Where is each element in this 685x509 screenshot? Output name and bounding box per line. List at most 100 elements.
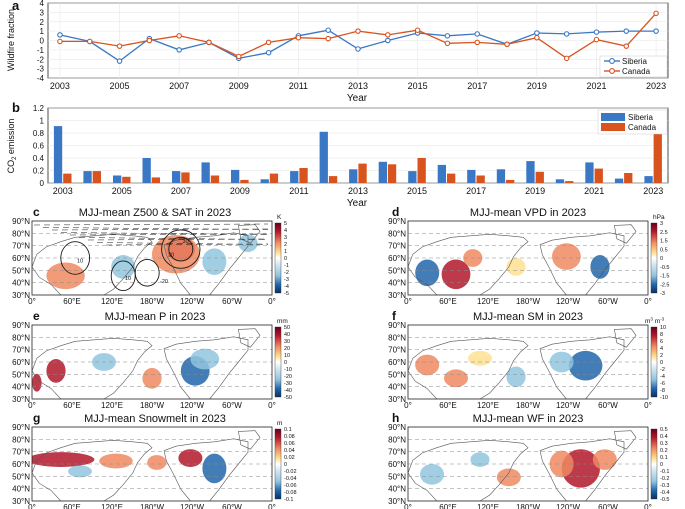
map-g-anomaly: [99, 453, 133, 469]
map-c-anomaly: [202, 248, 227, 276]
panel-a-xtick-label: 2005: [110, 81, 130, 91]
panel-a-point-canada: [146, 37, 153, 44]
map-d-lon-label: 120°W: [556, 297, 581, 306]
legend-a-canada-label: Canada: [622, 67, 651, 76]
panel-b-bar-siberia: [201, 162, 210, 183]
panel-b-bars: [53, 119, 662, 184]
map-c-lon-label: 0°: [268, 297, 276, 306]
map-g-colorbar-tick: 0.06: [284, 441, 295, 447]
map-e-field: [32, 328, 272, 399]
panel-b-bar-siberia: [614, 178, 624, 183]
map-e-colorbar: [274, 326, 282, 398]
map-c-lon-label: 60°E: [63, 297, 80, 306]
map-c-z500-contour: [87, 238, 269, 241]
map-f-lon-label: 120°W: [556, 401, 581, 410]
panel-a-point-canada: [593, 36, 600, 43]
panel-a-ylabel: Wildfire fraction: [6, 9, 16, 71]
map-f-lon-label: 60°E: [439, 401, 456, 410]
map-h-frame: [407, 426, 649, 502]
map-c-z500-contour: [51, 228, 269, 231]
map-c-contour-label: -20: [160, 279, 168, 285]
map-e-coastline: [32, 337, 153, 399]
map-e-colorbar-tick: 20: [284, 346, 290, 352]
legend-b-siberia-swatch: [601, 113, 625, 121]
map-c-lat-label: 70°N: [12, 242, 30, 251]
map-c-colorbar-tick: 3: [284, 235, 287, 241]
map-c-colorbar-tick: -4: [284, 284, 289, 290]
panel-a-xtick-label: 2007: [169, 81, 189, 91]
map-d-lat-label: 30°N: [388, 291, 406, 300]
map-c-colorbar-tick: 5: [284, 221, 287, 227]
panel-a-point-siberia: [265, 49, 272, 56]
map-f-lon-label: 120°E: [477, 401, 499, 410]
map-e-anomaly: [32, 373, 42, 392]
map-f-anomaly: [568, 350, 603, 381]
map-c-colorbar-tick: -3: [284, 277, 289, 283]
map-f-colorbar-tick: -2: [660, 367, 665, 373]
panel-a-point-siberia: [563, 31, 570, 37]
map-e-lon-label: 0°: [268, 401, 276, 410]
map-h-colorbar-tick: 0.2: [660, 448, 668, 454]
panel-a-point-canada: [563, 55, 570, 62]
panel-b-bar-siberia: [142, 158, 151, 183]
map-h-lat-label: 80°N: [388, 435, 406, 444]
panel-d: d MJJ-mean VPD in 2023 90°N 80°N 70°N 60°N 5…: [388, 205, 669, 306]
map-c-lon-label: 180°W: [140, 297, 165, 306]
map-g-lat-label: 40°N: [12, 485, 30, 494]
panel-a-point-siberia: [325, 27, 331, 33]
map-d-lon-label: 0°: [644, 297, 652, 306]
map-c-field: [32, 223, 272, 295]
map-e-lon-label: 120°W: [180, 401, 205, 410]
panel-b-bar-canada: [653, 119, 662, 184]
map-g-anomaly: [68, 465, 92, 478]
panel-a-point-siberia: [593, 29, 600, 35]
panel-a-xtick-label: 2021: [586, 81, 606, 91]
map-d-field: [408, 224, 648, 295]
map-d-lat-label: 80°N: [388, 229, 406, 238]
map-h-lon-label: 120°E: [477, 503, 499, 509]
panel-a-point-siberia: [385, 37, 391, 44]
panel-a-xtick-label: 2009: [229, 81, 249, 91]
panel-h-title: MJJ-mean WF in 2023: [473, 413, 584, 425]
map-d-anomaly: [506, 258, 526, 276]
panel-a-point-canada: [444, 40, 451, 47]
panel-a-ytick-label: -3: [37, 65, 45, 74]
panel-a-point-canada: [623, 43, 630, 49]
map-f-lon-label: 60°W: [598, 401, 618, 410]
map-h-lat-label: 70°N: [388, 448, 406, 457]
panel-a-xtick-label: 2019: [527, 81, 547, 91]
panel-a-point-canada: [236, 53, 242, 60]
panel-b-xticks: 2003 2005 2007 2009 2011 2013 2015 2017 2019 2021…: [53, 186, 664, 196]
panel-letter-g: g: [33, 411, 40, 425]
map-h-anomaly: [470, 452, 490, 467]
map-d-anomaly: [552, 243, 581, 270]
map-g-colorbar-tick: -0.08: [284, 490, 297, 496]
map-h-lat-label: 40°N: [388, 485, 406, 494]
panel-a-ytick-label: -4: [37, 74, 45, 83]
panel-a-ytick-label: 1: [40, 27, 45, 36]
map-g-colorbar-tick: -0.02: [284, 469, 297, 475]
panel-b-bar-canada: [299, 168, 308, 183]
map-d-lon-label: 60°E: [439, 297, 456, 306]
map-f-frame: [407, 324, 649, 400]
map-e-colorbar-tick: 40: [284, 332, 290, 338]
map-h-anomaly: [496, 468, 521, 487]
map-h-lon-label: 60°W: [598, 503, 618, 509]
map-c-colorbar-tick: 1: [284, 249, 287, 255]
map-g-colorbar-tick: 0.08: [284, 434, 295, 440]
map-g-lon-label: 0°: [28, 503, 36, 509]
map-c-lon-label: 120°E: [101, 297, 123, 306]
map-g-frame: [31, 426, 273, 502]
map-d-anomaly: [590, 255, 610, 279]
panel-b: b 1.2 1 0.8 0.6 0.4 0.2 0 2003 2005 2007 2009 2011…: [6, 100, 669, 209]
panel-b-bar-siberia: [585, 162, 594, 183]
panel-a-series: [57, 10, 659, 64]
panel-a-ytick-label: -1: [37, 46, 45, 55]
panel-b-ytick-label: 0.6: [33, 142, 45, 151]
panel-b-bar-siberia: [555, 179, 565, 184]
panel-b-bar-canada: [594, 168, 603, 183]
map-d-colorbar-tick: 1.5: [660, 239, 668, 245]
map-c-lat-label: 50°N: [12, 266, 30, 275]
map-c-z500-contour: [69, 233, 269, 236]
